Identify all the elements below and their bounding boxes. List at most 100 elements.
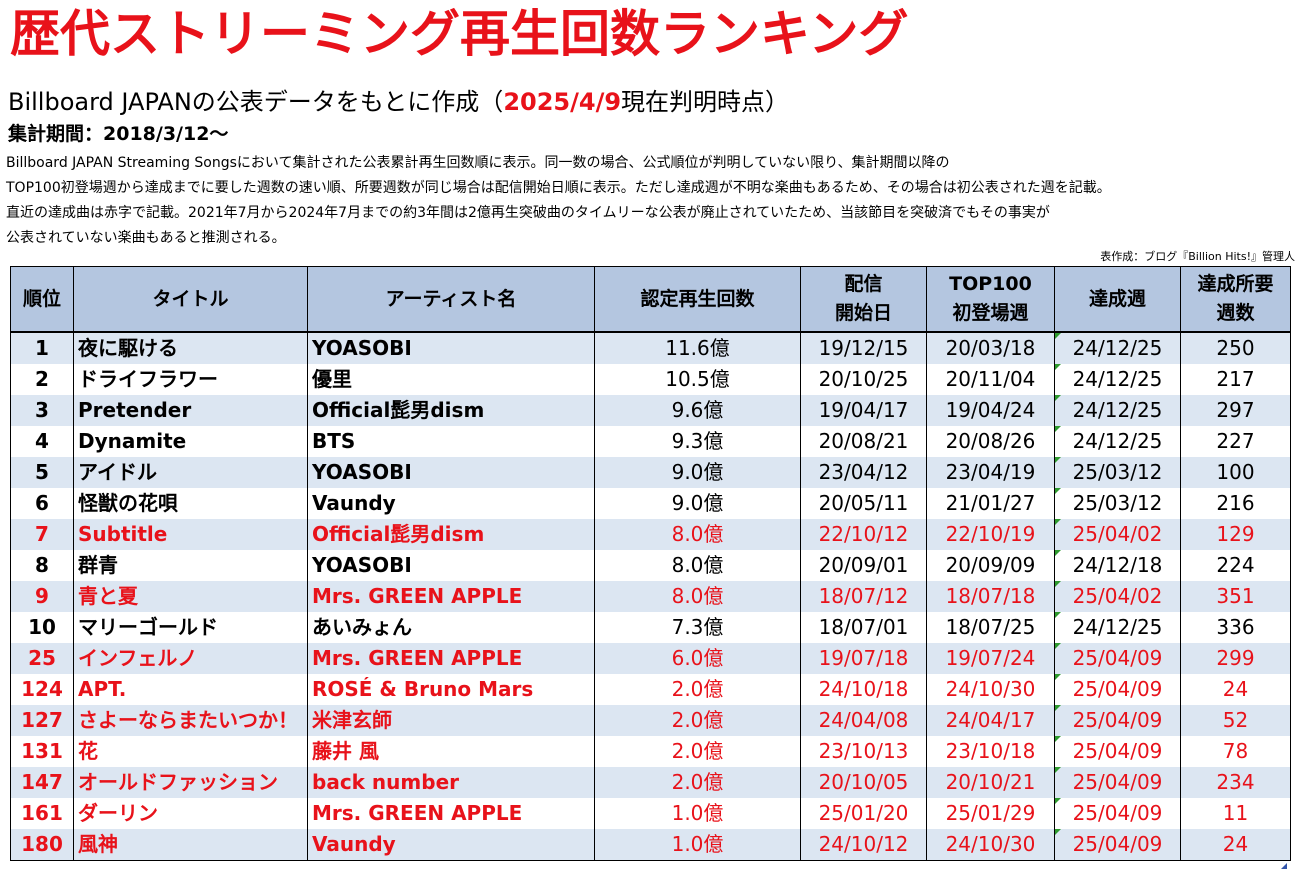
title-cell: Pretender <box>73 395 308 426</box>
release-date-cell: 24/10/12 <box>800 829 927 861</box>
rank-cell: 9 <box>10 581 74 612</box>
achieved-week-cell: 25/04/09 <box>1054 674 1181 705</box>
subtitle-date: 2025/4/9 <box>503 88 622 116</box>
artist-cell: Vaundy <box>307 488 595 519</box>
rank-cell: 2 <box>10 364 74 395</box>
plays-cell: 2.0億 <box>594 674 801 705</box>
weeks-cell: 100 <box>1180 457 1291 488</box>
release-date-cell: 25/01/20 <box>800 798 927 829</box>
plays-cell: 2.0億 <box>594 767 801 798</box>
achieved-week-cell: 25/04/09 <box>1054 705 1181 736</box>
title-cell: 怪獣の花唄 <box>73 488 308 519</box>
plays-cell: 7.3億 <box>594 612 801 643</box>
debut-week-cell: 23/10/18 <box>926 736 1055 767</box>
release-date-cell: 20/05/11 <box>800 488 927 519</box>
table-row: 1 夜に駆ける YOASOBI 11.6億 19/12/15 20/03/18 24/12/… <box>10 331 1291 364</box>
title-cell: 風神 <box>73 829 308 861</box>
table-row: 8 群青 YOASOBI 8.0億 20/09/01 20/09/09 24/12/18 22… <box>10 550 1291 581</box>
ranking-rows: 1 夜に駆ける YOASOBI 11.6億 19/12/15 20/03/18 24/12/… <box>10 331 1291 861</box>
release-date-cell: 19/07/18 <box>800 643 927 674</box>
title-cell: ダーリン <box>73 798 308 829</box>
table-row: 131 花藤井 風 2.0億 23/10/13 23/10/18 25/04/09 78 <box>10 736 1291 767</box>
artist-cell: 藤井 風 <box>307 736 595 767</box>
debut-week-cell: 24/10/30 <box>926 829 1055 861</box>
header-release: 配信 開始日 <box>800 266 927 333</box>
rank-cell: 5 <box>10 457 74 488</box>
release-date-cell: 20/10/25 <box>800 364 927 395</box>
header-debut-line1: TOP100 <box>949 273 1032 295</box>
release-date-cell: 24/10/18 <box>800 674 927 705</box>
achieved-week-cell: 24/12/25 <box>1054 364 1181 395</box>
plays-cell: 9.6億 <box>594 395 801 426</box>
achieved-week-cell: 24/12/25 <box>1054 426 1181 457</box>
achieved-week-cell: 25/04/02 <box>1054 519 1181 550</box>
weeks-cell: 11 <box>1180 798 1291 829</box>
description: Billboard JAPAN Streaming Songsにおいて集計された… <box>6 151 1296 251</box>
artist-cell: YOASOBI <box>307 457 595 488</box>
release-date-cell: 19/04/17 <box>800 395 927 426</box>
rank-cell: 1 <box>10 331 74 364</box>
achieved-week-cell: 24/12/25 <box>1054 331 1181 364</box>
table-row: 3 Pretender Official髭男dism 9.6億 19/04/17 19/0… <box>10 395 1291 426</box>
debut-week-cell: 20/11/04 <box>926 364 1055 395</box>
debut-week-cell: 24/10/30 <box>926 674 1055 705</box>
table-row: 124 APT. ROSÉ & Bruno Mars 2.0億 24/10/18 24/1… <box>10 674 1291 705</box>
plays-cell: 2.0億 <box>594 705 801 736</box>
rank-cell: 6 <box>10 488 74 519</box>
plays-cell: 2.0億 <box>594 736 801 767</box>
rank-cell: 161 <box>10 798 74 829</box>
ranking-table: 順位 タイトル アーティスト名 認定再生回数 配信 開始日 TOP100 初登場週 … <box>10 266 1291 861</box>
release-date-cell: 20/08/21 <box>800 426 927 457</box>
table-row: 127 さよーならまたいつか！ 米津玄師 2.0億 24/04/08 24/04/17 25… <box>10 705 1291 736</box>
aggregation-period: 集計期間：2018/3/12～ <box>8 123 229 145</box>
header-release-line1: 配信 <box>844 273 883 295</box>
weeks-cell: 52 <box>1180 705 1291 736</box>
weeks-cell: 78 <box>1180 736 1291 767</box>
table-row: 5 アイドル YOASOBI 9.0億 23/04/12 23/04/19 25/03/12… <box>10 457 1291 488</box>
artist-cell: あいみょん <box>307 612 595 643</box>
weeks-cell: 336 <box>1180 612 1291 643</box>
table-header-row: 順位 タイトル アーティスト名 認定再生回数 配信 開始日 TOP100 初登場週 … <box>10 266 1291 333</box>
title-cell: マリーゴールド <box>73 612 308 643</box>
artist-cell: Official髭男dism <box>307 519 595 550</box>
header-release-line2: 開始日 <box>834 302 892 324</box>
achieved-week-cell: 25/03/12 <box>1054 488 1181 519</box>
description-line: 直近の達成曲は赤字で記載。2021年7月から2024年7月までの約3年間は2億再… <box>6 205 1050 221</box>
rank-cell: 10 <box>10 612 74 643</box>
title-cell: 青と夏 <box>73 581 308 612</box>
title-cell: ドライフラワー <box>73 364 308 395</box>
release-date-cell: 22/10/12 <box>800 519 927 550</box>
release-date-cell: 23/10/13 <box>800 736 927 767</box>
release-date-cell: 20/10/05 <box>800 767 927 798</box>
plays-cell: 6.0億 <box>594 643 801 674</box>
weeks-cell: 217 <box>1180 364 1291 395</box>
plays-cell: 9.0億 <box>594 488 801 519</box>
rank-cell: 4 <box>10 426 74 457</box>
table-row: 6 怪獣の花唄 Vaundy 9.0億 20/05/11 21/01/27 25/03/12… <box>10 488 1291 519</box>
weeks-cell: 299 <box>1180 643 1291 674</box>
weeks-cell: 24 <box>1180 829 1291 861</box>
artist-cell: YOASOBI <box>307 550 595 581</box>
header-title: タイトル <box>73 266 308 333</box>
table-row: 147 オールドファッション back number 2.0億 20/10/05 20/1… <box>10 767 1291 798</box>
rank-cell: 147 <box>10 767 74 798</box>
rank-cell: 7 <box>10 519 74 550</box>
rank-cell: 8 <box>10 550 74 581</box>
debut-week-cell: 24/04/17 <box>926 705 1055 736</box>
achieved-week-cell: 24/12/25 <box>1054 395 1181 426</box>
plays-cell: 1.0億 <box>594 829 801 861</box>
release-date-cell: 20/09/01 <box>800 550 927 581</box>
title-cell: インフェルノ <box>73 643 308 674</box>
artist-cell: BTS <box>307 426 595 457</box>
description-line: TOP100初登場週から達成までに要した週数の速い順、所要週数が同じ場合は配信開… <box>6 180 1111 196</box>
artist-cell: 米津玄師 <box>307 705 595 736</box>
table-row: 7 Subtitle Official髭男dism 8.0億 22/10/12 22/10… <box>10 519 1291 550</box>
table-row: 9 青と夏 Mrs. GREEN APPLE 8.0億 18/07/12 18/07/18… <box>10 581 1291 612</box>
rank-cell: 127 <box>10 705 74 736</box>
debut-week-cell: 20/03/18 <box>926 331 1055 364</box>
header-artist: アーティスト名 <box>307 266 595 333</box>
title-cell: 群青 <box>73 550 308 581</box>
table-row: 25 インフェルノ Mrs. GREEN APPLE 6.0億 19/07/18 19/0… <box>10 643 1291 674</box>
achieved-week-cell: 25/04/09 <box>1054 829 1181 861</box>
achieved-week-cell: 25/03/12 <box>1054 457 1181 488</box>
